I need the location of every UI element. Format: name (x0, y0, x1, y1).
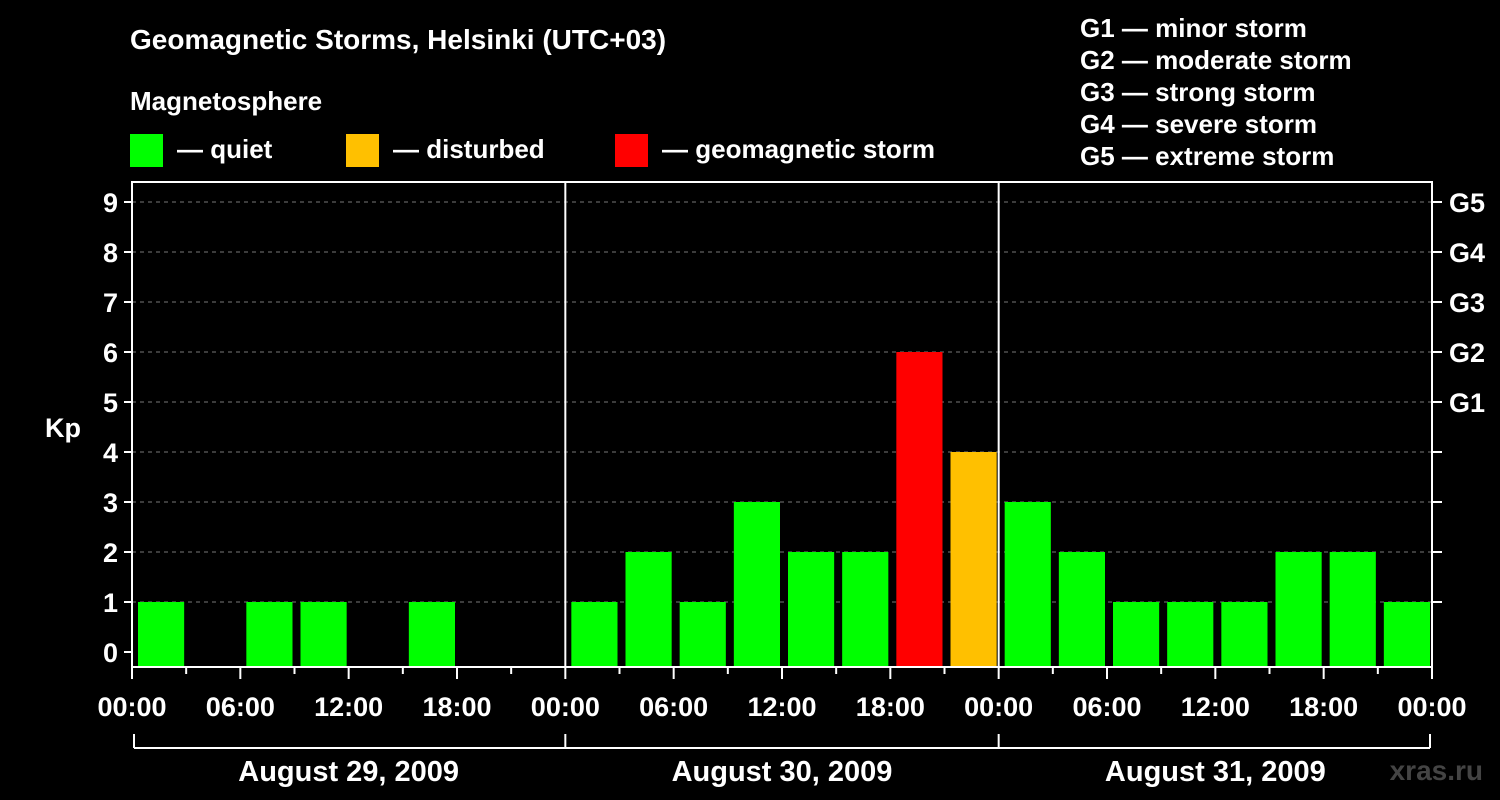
kp-bar-9 (625, 552, 672, 667)
x-tick-label-0: 00:00 (97, 692, 166, 722)
y-tick-label-7: 7 (103, 288, 118, 318)
y-tick-label-2: 2 (103, 538, 118, 568)
bars (138, 352, 1430, 667)
axes: 0 1 2 3 4 5 6 7 8 9 G1 G2 G3 G4 G5 00:00 06:00 12:00 18:00… (97, 181, 1485, 788)
x-tick-label-6: 12:00 (747, 692, 816, 722)
kp-bar-18 (1113, 602, 1160, 667)
g-scale-item-g3: G3 — strong storm (1080, 77, 1315, 107)
x-tick-label-11: 18:00 (1289, 692, 1358, 722)
chart-subtitle: Magnetosphere (130, 86, 322, 116)
y-axis-label: Kp (45, 413, 81, 443)
kp-bar-17 (1058, 552, 1105, 667)
x-tick-label-4: 00:00 (531, 692, 600, 722)
g-scale-legend: G1 — minor storm G2 — moderate storm G3 … (1080, 13, 1352, 171)
y-tick-label-1: 1 (103, 588, 118, 618)
kp-bar-2 (246, 602, 293, 667)
kp-bar-12 (788, 552, 835, 667)
kp-bar-5 (408, 602, 455, 667)
plot-frame (131, 181, 1433, 668)
g-scale-item-g2: G2 — moderate storm (1080, 45, 1352, 75)
x-tick-label-3: 18:00 (422, 692, 491, 722)
kp-bar-13 (842, 552, 889, 667)
kp-bar-23 (1383, 602, 1430, 667)
chart-title: Geomagnetic Storms, Helsinki (UTC+03) (130, 24, 666, 55)
legend-swatch-disturbed (346, 134, 379, 167)
g-scale-label-g3: G3 (1449, 288, 1485, 318)
x-tick-label-2: 12:00 (314, 692, 383, 722)
x-tick-label-1: 06:00 (206, 692, 275, 722)
kp-bar-3 (300, 602, 347, 667)
grid (132, 201, 1432, 603)
day-label-1: August 30, 2009 (672, 756, 893, 788)
kp-bar-0 (138, 602, 185, 667)
y-tick-label-9: 9 (103, 188, 118, 218)
x-tick-label-9: 06:00 (1072, 692, 1141, 722)
y-tick-label-6: 6 (103, 338, 118, 368)
kp-bar-21 (1275, 552, 1322, 667)
kp-bar-15 (950, 452, 997, 667)
x-tick-label-5: 06:00 (639, 692, 708, 722)
g-scale-label-g4: G4 (1449, 238, 1485, 268)
x-tick-label-7: 18:00 (856, 692, 925, 722)
g-scale-item-g5: G5 — extreme storm (1080, 141, 1334, 171)
legend-label-storm: — geomagnetic storm (662, 134, 935, 164)
kp-bar-11 (733, 502, 780, 667)
day-label-0: August 29, 2009 (238, 756, 459, 788)
y-tick-label-3: 3 (103, 488, 118, 518)
x-tick-label-8: 00:00 (964, 692, 1033, 722)
kp-bar-10 (679, 602, 726, 667)
kp-bar-22 (1329, 552, 1376, 667)
kp-bar-19 (1167, 602, 1214, 667)
legend-label-quiet: — quiet (177, 134, 273, 164)
y-tick-label-8: 8 (103, 238, 118, 268)
x-tick-label-12: 00:00 (1397, 692, 1466, 722)
kp-bar-16 (1004, 502, 1051, 667)
g-scale-label-g1: G1 (1449, 388, 1485, 418)
x-tick-label-10: 12:00 (1181, 692, 1250, 722)
g-scale-label-g2: G2 (1449, 338, 1485, 368)
kp-bar-20 (1221, 602, 1268, 667)
g-scale-item-g4: G4 — severe storm (1080, 109, 1317, 139)
legend-swatch-quiet (130, 134, 163, 167)
legend-swatch-storm (615, 134, 648, 167)
kp-bar-14 (896, 352, 943, 667)
y-tick-label-4: 4 (103, 438, 118, 468)
legend-label-disturbed: — disturbed (393, 134, 545, 164)
credit-watermark: xras.ru (1390, 755, 1483, 786)
y-tick-label-5: 5 (103, 388, 118, 418)
day-label-2: August 31, 2009 (1105, 756, 1326, 788)
y-tick-label-0: 0 (103, 638, 118, 668)
kp-bar-8 (571, 602, 618, 667)
status-legend: — quiet — disturbed — geomagnetic storm (130, 134, 935, 167)
g-scale-label-g5: G5 (1449, 188, 1485, 218)
g-scale-item-g1: G1 — minor storm (1080, 13, 1307, 43)
